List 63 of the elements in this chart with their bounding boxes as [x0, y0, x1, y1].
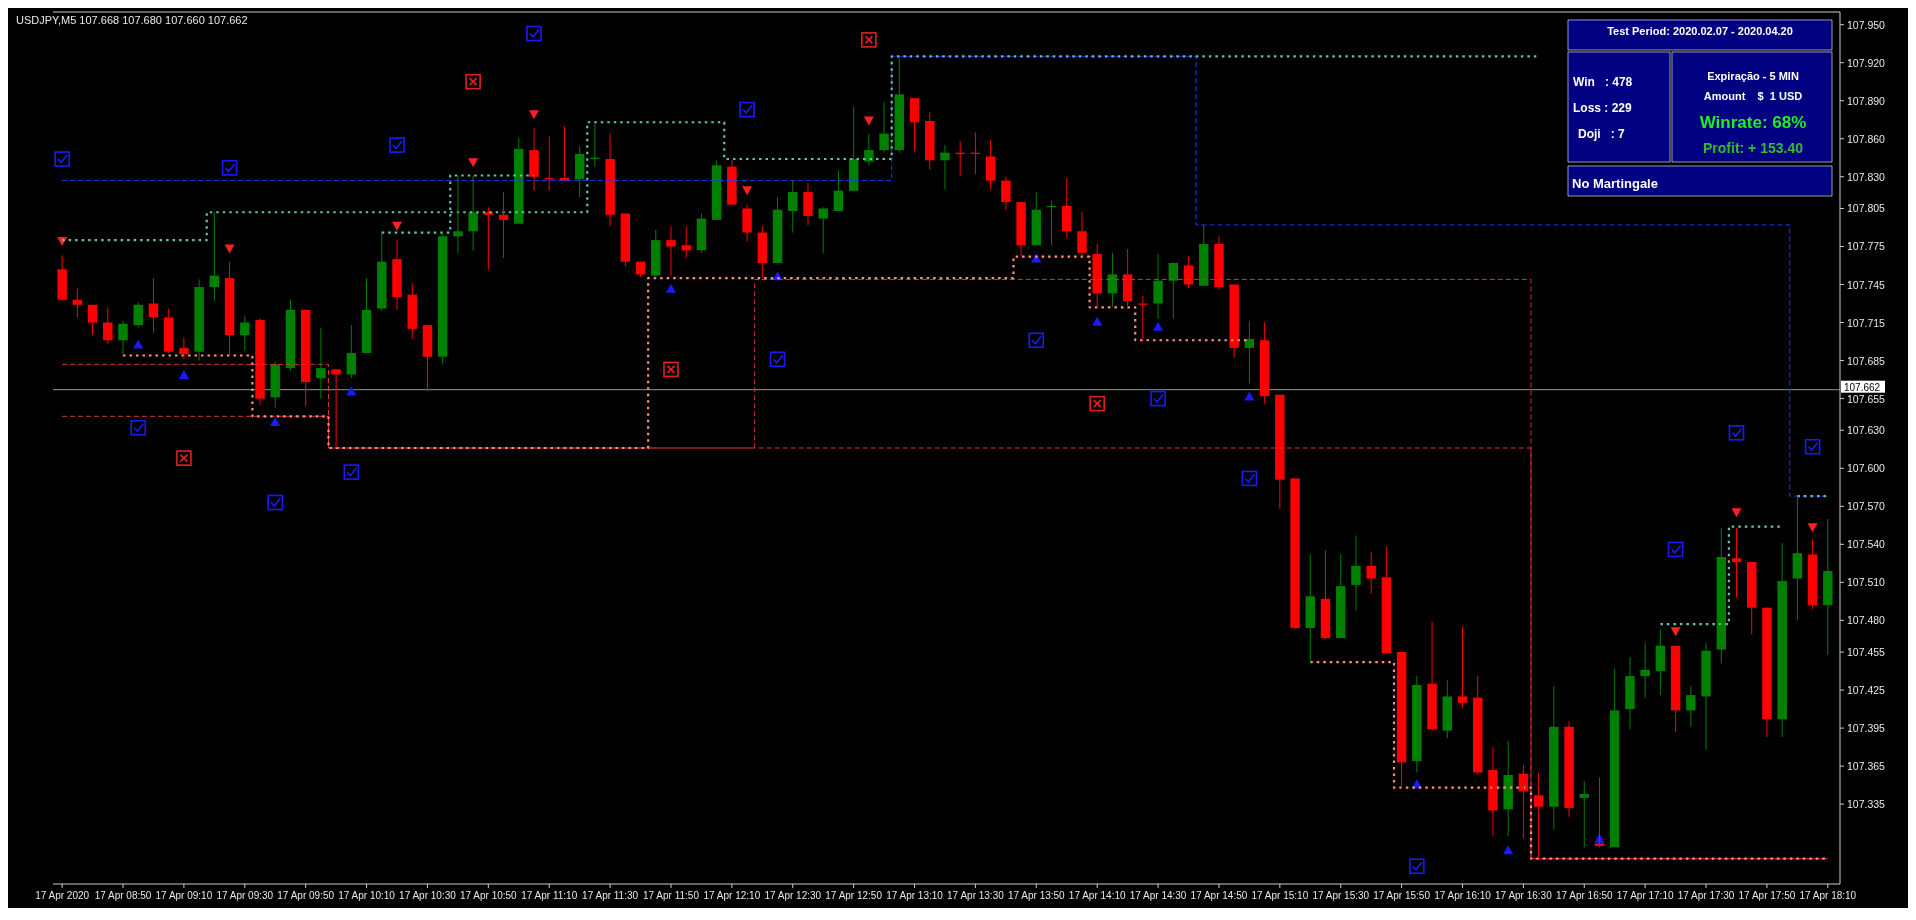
- y-tick-label: 107.775: [1847, 240, 1886, 253]
- y-tick-label: 107.455: [1847, 646, 1886, 659]
- annotation: Test Period: 2020.02.07 - 2020.04.20: [1607, 25, 1793, 37]
- y-tick-label: 107.655: [1847, 392, 1886, 405]
- annotation: Win : 478: [1573, 75, 1633, 89]
- annotation: Loss : 229: [1573, 101, 1633, 115]
- x-tick-label: 17 Apr 13:50: [1007, 890, 1066, 901]
- x-tick-label: 17 Apr 11:10: [521, 890, 578, 901]
- x-tick-label: 17 Apr 16:10: [1434, 890, 1492, 901]
- y-tick-label: 107.425: [1847, 684, 1886, 697]
- x-tick-label: 17 Apr 15:30: [1312, 890, 1370, 901]
- x-tick-label: 17 Apr 14:50: [1190, 890, 1248, 901]
- x-tick-label: 17 Apr 14:30: [1129, 890, 1187, 901]
- x-tick-label: 17 Apr 16:50: [1555, 890, 1614, 901]
- y-tick-label: 107.890: [1847, 94, 1886, 107]
- y-tick-label: 107.745: [1847, 278, 1886, 291]
- x-tick-label: 17 Apr 12:30: [764, 890, 822, 901]
- y-tick-label: 107.395: [1847, 722, 1886, 735]
- y-tick-label: 107.860: [1847, 132, 1886, 145]
- annotation: Amount $ 1 USD: [1703, 90, 1803, 102]
- x-tick-label: 17 Apr 08:50: [94, 890, 152, 901]
- x-tick-label: 17 Apr 09:10: [155, 890, 213, 901]
- x-tick-label: 17 Apr 12:10: [703, 890, 761, 901]
- x-tick-label: 17 Apr 17:50: [1738, 890, 1796, 901]
- y-tick-label: 107.630: [1847, 424, 1886, 437]
- y-tick-label: 107.685: [1847, 354, 1886, 367]
- annotation: No Martingale: [1572, 176, 1658, 191]
- x-tick-label: 17 Apr 10:50: [459, 890, 518, 901]
- ref-line-label: 107.662: [1844, 381, 1881, 393]
- x-tick-label: 17 Apr 12:50: [825, 890, 883, 901]
- y-tick-label: 107.510: [1847, 576, 1886, 589]
- y-tick-label: 107.600: [1847, 462, 1886, 475]
- y-tick-label: 107.480: [1847, 614, 1886, 627]
- x-tick-label: 17 Apr 09:50: [277, 890, 335, 901]
- annotation: Winrate: 68%: [1699, 113, 1807, 132]
- y-tick-label: 107.830: [1847, 170, 1886, 183]
- x-tick-label: 17 Apr 09:30: [216, 890, 274, 901]
- x-tick-label: 17 Apr 17:10: [1616, 890, 1674, 901]
- x-tick-label: 17 Apr 10:30: [399, 890, 457, 901]
- x-tick-label: 17 Apr 13:10: [886, 890, 944, 901]
- chart-title: USDJPY,M5 107.668 107.680 107.660 107.662: [16, 14, 248, 26]
- y-tick-label: 107.920: [1847, 56, 1886, 69]
- x-tick-label: 17 Apr 15:10: [1251, 890, 1309, 901]
- x-tick-label: 17 Apr 2020: [35, 890, 90, 901]
- annotation: Expiração - 5 MIN: [1707, 70, 1799, 82]
- y-tick-label: 107.570: [1847, 500, 1886, 513]
- x-tick-label: 17 Apr 18:10: [1799, 890, 1857, 901]
- y-tick-label: 107.805: [1847, 202, 1886, 215]
- y-tick-label: 107.950: [1847, 18, 1886, 31]
- y-tick-label: 107.365: [1847, 760, 1886, 773]
- x-tick-label: 17 Apr 11:50: [643, 890, 700, 901]
- annotation: Profit: + 153.40: [1703, 140, 1804, 156]
- x-tick-label: 17 Apr 11:30: [582, 890, 639, 901]
- y-tick-label: 107.540: [1847, 538, 1886, 551]
- annotation: Doji : 7: [1578, 127, 1625, 141]
- x-tick-label: 17 Apr 17:30: [1677, 890, 1735, 901]
- y-tick-label: 107.335: [1847, 798, 1886, 811]
- x-tick-label: 17 Apr 15:50: [1373, 890, 1431, 901]
- y-tick-label: 107.715: [1847, 316, 1886, 329]
- x-tick-label: 17 Apr 10:10: [338, 890, 396, 901]
- x-tick-label: 17 Apr 13:30: [947, 890, 1005, 901]
- x-tick-label: 17 Apr 14:10: [1068, 890, 1126, 901]
- x-tick-label: 17 Apr 16:30: [1495, 890, 1553, 901]
